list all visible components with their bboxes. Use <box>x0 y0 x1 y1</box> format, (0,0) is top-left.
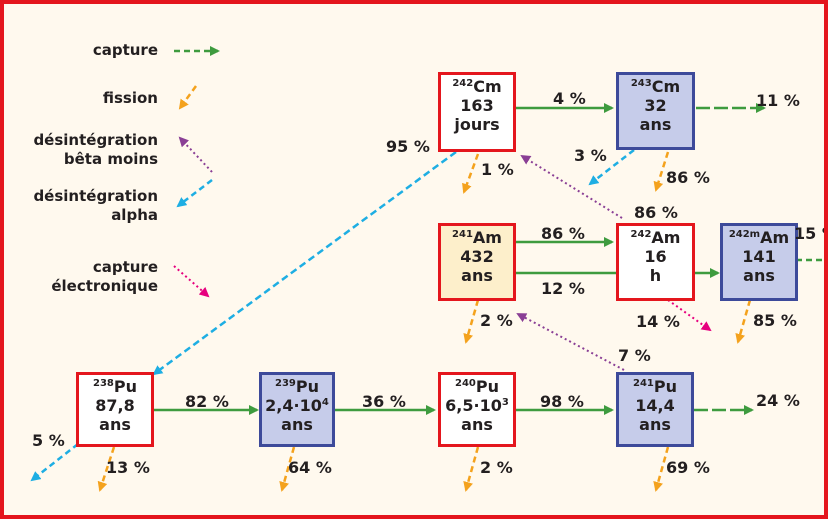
pct-am242-beta: 86 % <box>634 203 678 222</box>
pct-cm243-capture: 11 % <box>756 91 800 110</box>
nuclide-pu239: 239Pu 2,4·104 ans <box>259 372 335 447</box>
pct-am241-fission: 2 % <box>480 311 513 330</box>
legend-capture-label: capture <box>92 41 158 59</box>
pct-pu241-fission: 69 % <box>666 458 710 477</box>
nuclide-pu240: 240Pu 6,5·103 ans <box>438 372 516 447</box>
am242-ec-arrow <box>667 299 712 332</box>
pct-cm243-fission: 86 % <box>666 168 710 187</box>
pct-pu238-fission: 13 % <box>106 458 150 477</box>
pu241-alpha-arrow <box>516 313 625 371</box>
nuclide-pu238: 238Pu 87,8 ans <box>76 372 154 447</box>
pu240-fission-arrow <box>463 446 480 492</box>
pct-am242m-capture: 15 % <box>794 224 824 243</box>
pct-am242m-fission: 85 % <box>753 311 797 330</box>
nuclide-cm242: 242Cm 163 jours <box>438 72 516 152</box>
pct-pu241-alpha: 7 % <box>618 346 651 365</box>
legend-fission-label: fission <box>102 89 158 107</box>
pct-am242-ec: 14 % <box>636 312 680 331</box>
pct-pu239-fission: 64 % <box>288 458 332 477</box>
pct-pu238-capture: 82 % <box>185 392 229 411</box>
legend-alpha-arrow <box>176 179 213 208</box>
nuclide-am241: 241Am 432 ans <box>438 223 516 301</box>
pu241-fission-arrow <box>653 446 670 492</box>
nuclide-am242: 242Am 16 h <box>616 223 695 301</box>
pu238-fission-arrow <box>97 446 116 492</box>
pct-pu240-capture: 98 % <box>540 392 584 411</box>
nuclide-am242m: 242mAm 141 ans <box>720 223 798 301</box>
pct-am241-capture-am242: 86 % <box>541 224 585 243</box>
legend-ec-label: capture électronique <box>51 258 158 295</box>
pu239-fission-arrow <box>279 446 296 492</box>
pct-pu241-capture: 24 % <box>756 391 800 410</box>
am242-beta-arrow <box>520 154 623 219</box>
legend-alpha-label: désintégration alpha <box>33 187 158 224</box>
legend-ec-arrow <box>173 265 210 298</box>
pct-am241-capture-am242m: 12 % <box>541 279 585 298</box>
am242m-fission-arrow <box>735 299 752 344</box>
am241-fission-arrow <box>463 299 480 344</box>
legend-beta-arrow <box>178 136 213 173</box>
pct-cm242-capture: 4 % <box>553 89 586 108</box>
pct-pu240-fission: 2 % <box>480 458 513 477</box>
reaction-arrows <box>30 46 824 492</box>
nuclide-pu241: 241Pu 14,4 ans <box>616 372 694 447</box>
pct-pu238-alpha: 5 % <box>32 431 65 450</box>
pct-cm243-alpha: 3 % <box>574 146 607 165</box>
cm242-fission-arrow <box>462 153 480 194</box>
nuclide-cm243: 243Cm 32 ans <box>616 72 695 150</box>
pct-pu239-capture: 36 % <box>362 392 406 411</box>
pct-cm242-alpha: 95 % <box>386 137 430 156</box>
legend-beta-label: désintégration bêta moins <box>33 131 158 168</box>
cm243-fission-arrow <box>653 151 670 192</box>
pct-cm242-fission: 1 % <box>481 160 514 179</box>
cm242-alpha-arrow <box>152 150 457 376</box>
legend-fission-arrow <box>178 85 198 110</box>
